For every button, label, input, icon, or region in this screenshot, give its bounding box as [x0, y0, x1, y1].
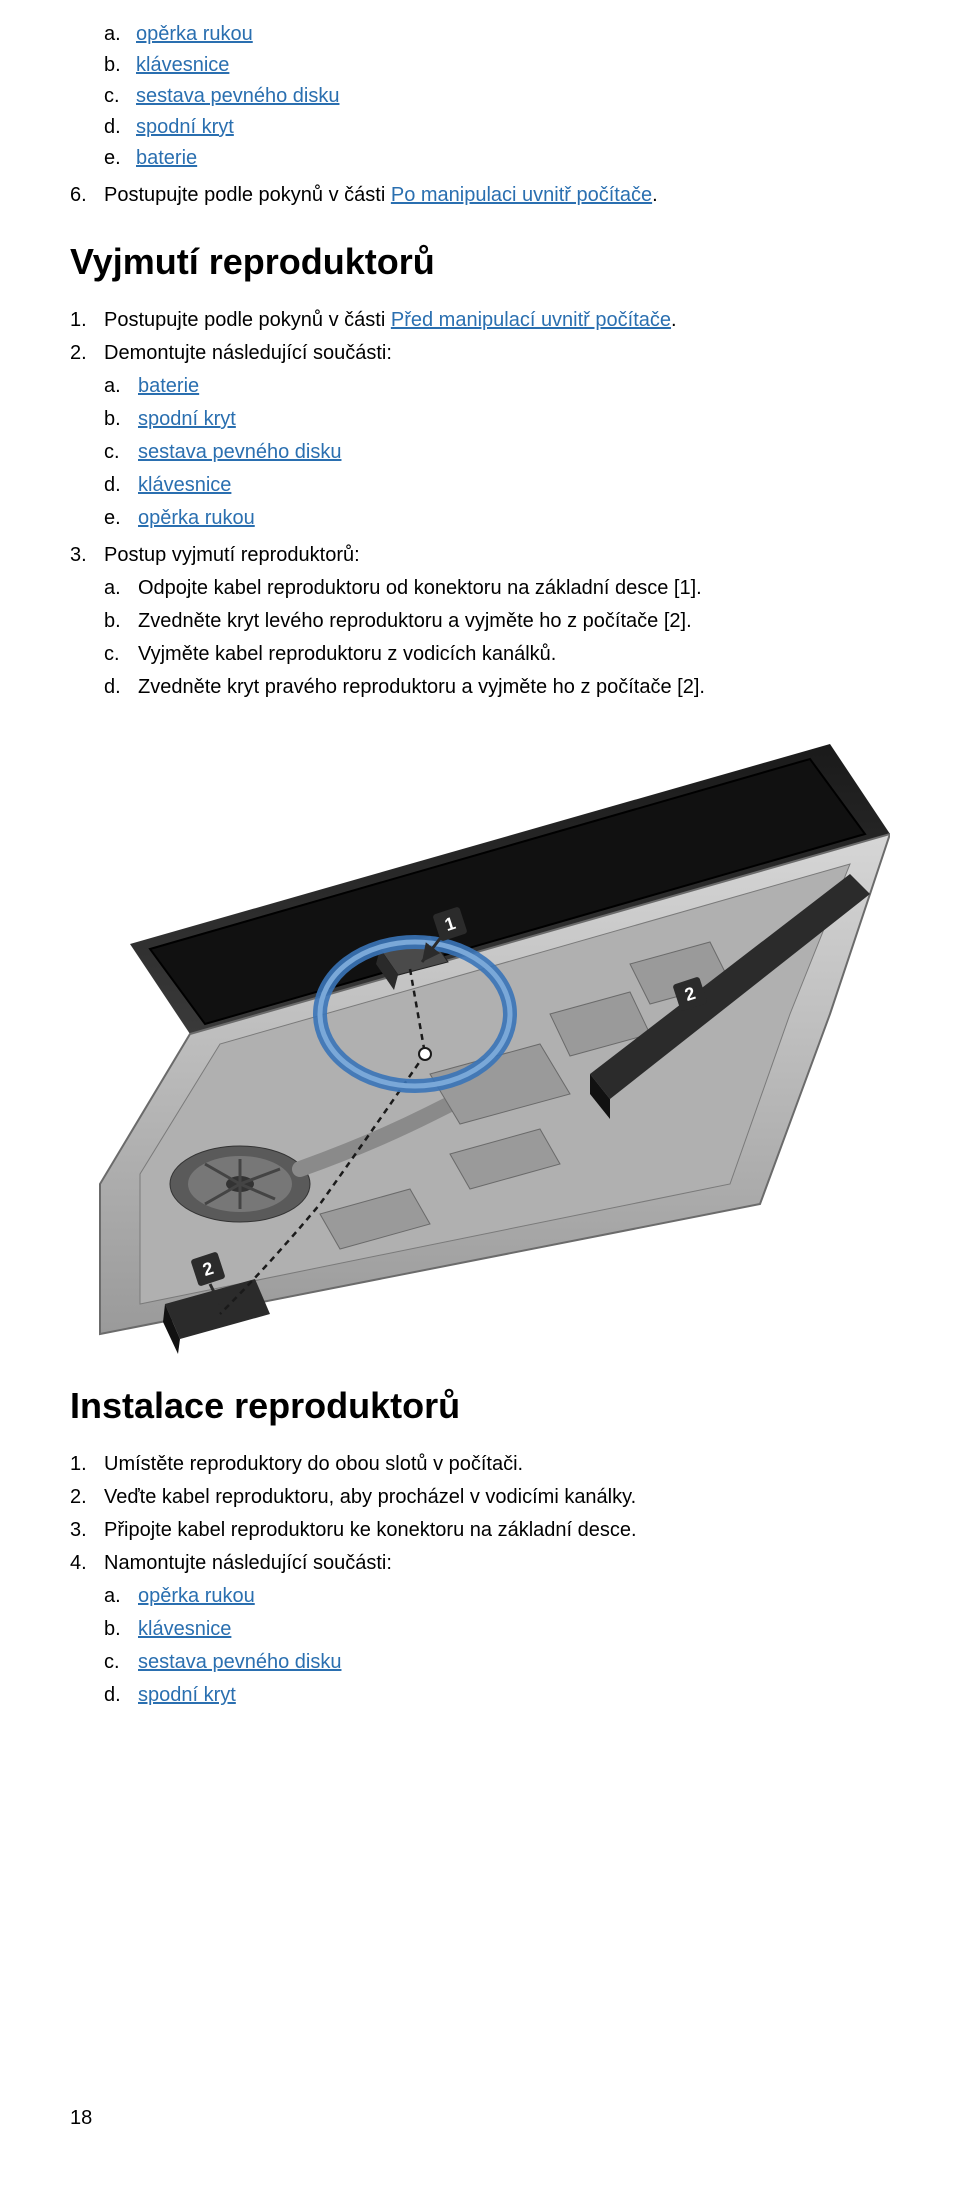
list-item: 3. Postup vyjmutí reproduktorů:	[70, 541, 890, 570]
step-text: Postup vyjmutí reproduktorů:	[104, 541, 360, 570]
substep-text: Odpojte kabel reproduktoru od konektoru …	[138, 574, 702, 603]
heading-vyjmuti-reproduktoru: Vyjmutí reproduktorů	[70, 236, 890, 288]
text-fragment: .	[652, 184, 658, 206]
list-marker: c.	[104, 640, 124, 669]
list-marker: a.	[104, 574, 124, 603]
link-pred-manipulaci[interactable]: Před manipulací uvnitř počítače	[391, 309, 671, 331]
list-marker: e.	[104, 144, 124, 173]
list-item: c. sestava pevného disku	[104, 1648, 890, 1677]
list-item: a. baterie	[104, 372, 890, 401]
connector-point	[419, 1048, 431, 1060]
step-text: Veďte kabel reproduktoru, aby procházel …	[104, 1483, 636, 1512]
step-number: 3.	[70, 541, 90, 570]
link-sestava-disku[interactable]: sestava pevného disku	[138, 1648, 341, 1677]
link-sestava-disku[interactable]: sestava pevného disku	[136, 82, 339, 111]
fan-icon	[170, 1146, 310, 1222]
link-operka-rukou[interactable]: opěrka rukou	[138, 1582, 255, 1611]
list-marker: b.	[104, 405, 124, 434]
step-number: 2.	[70, 1483, 90, 1512]
list-marker: b.	[104, 1615, 124, 1644]
step-text: Připojte kabel reproduktoru ke konektoru…	[104, 1516, 637, 1545]
list-marker: d.	[104, 673, 124, 702]
list-item: 2. Veďte kabel reproduktoru, aby procház…	[70, 1483, 890, 1512]
step2-sublist: a. baterie b. spodní kryt c. sestava pevnéh…	[104, 372, 890, 533]
list-item: c. sestava pevného disku	[104, 438, 890, 467]
step-number: 1.	[70, 1450, 90, 1479]
list-item: c. sestava pevného disku	[104, 82, 890, 111]
text-fragment: Postupujte podle pokynů v části	[104, 184, 391, 206]
list-item: 4. Namontujte následující součásti:	[70, 1549, 890, 1578]
step-6: 6. Postupujte podle pokynů v části Po ma…	[70, 181, 890, 210]
substep-text: Zvedněte kryt pravého reproduktoru a vyj…	[138, 673, 705, 702]
list-item: 3. Připojte kabel reproduktoru ke konekt…	[70, 1516, 890, 1545]
list-item: c. Vyjměte kabel reproduktoru z vodicích …	[104, 640, 890, 669]
list-marker: c.	[104, 82, 124, 111]
list-marker: c.	[104, 438, 124, 467]
list-marker: e.	[104, 504, 124, 533]
text-fragment: Postupujte podle pokynů v části	[104, 309, 391, 331]
link-klavesnice[interactable]: klávesnice	[138, 1615, 231, 1644]
text-fragment: .	[671, 309, 677, 331]
step-text: Postupujte podle pokynů v části Po manip…	[104, 181, 658, 210]
list-item: 2. Demontujte následující součásti:	[70, 339, 890, 368]
step-number: 2.	[70, 339, 90, 368]
link-baterie[interactable]: baterie	[136, 144, 197, 173]
list-marker: d.	[104, 471, 124, 500]
link-operka-rukou[interactable]: opěrka rukou	[136, 20, 253, 49]
list-marker: c.	[104, 1648, 124, 1677]
list-item: 1. Postupujte podle pokynů v části Před …	[70, 306, 890, 335]
list-item: b. klávesnice	[104, 1615, 890, 1644]
list-item: a. Odpojte kabel reproduktoru od konektor…	[104, 574, 890, 603]
link-operka-rukou[interactable]: opěrka rukou	[138, 504, 255, 533]
top-sublist: a. opěrka rukou b. klávesnice c. sestava…	[104, 20, 890, 173]
step-text: Postupujte podle pokynů v části Před man…	[104, 306, 677, 335]
substep-text: Vyjměte kabel reproduktoru z vodicích ka…	[138, 640, 556, 669]
step-text: Namontujte následující součásti:	[104, 1549, 392, 1578]
list-marker: b.	[104, 607, 124, 636]
step3-sublist: a. Odpojte kabel reproduktoru od konektor…	[104, 574, 890, 702]
list-item: d. spodní kryt	[104, 113, 890, 142]
removal-steps: 1. Postupujte podle pokynů v části Před …	[70, 306, 890, 702]
list-item: e. baterie	[104, 144, 890, 173]
link-sestava-disku[interactable]: sestava pevného disku	[138, 438, 341, 467]
list-item: 1. Umístěte reproduktory do obou slotů v…	[70, 1450, 890, 1479]
link-po-manipulaci[interactable]: Po manipulaci uvnitř počítače	[391, 184, 652, 206]
list-item: d. Zvedněte kryt pravého reproduktoru a v…	[104, 673, 890, 702]
step-text: Demontujte následující součásti:	[104, 339, 392, 368]
step-text: Umístěte reproduktory do obou slotů v po…	[104, 1450, 523, 1479]
list-item: b. Zvedněte kryt levého reproduktoru a vy…	[104, 607, 890, 636]
step-number: 4.	[70, 1549, 90, 1578]
list-item: b. klávesnice	[104, 51, 890, 80]
page-number: 18	[70, 2104, 92, 2133]
step-number: 6.	[70, 181, 90, 210]
link-spodni-kryt[interactable]: spodní kryt	[138, 405, 236, 434]
substep-text: Zvedněte kryt levého reproduktoru a vyjm…	[138, 607, 692, 636]
link-baterie[interactable]: baterie	[138, 372, 199, 401]
step-number: 1.	[70, 306, 90, 335]
step4-sublist: a. opěrka rukou b. klávesnice c. sestava pe…	[104, 1582, 890, 1710]
link-klavesnice[interactable]: klávesnice	[138, 471, 231, 500]
list-marker: b.	[104, 51, 124, 80]
link-klavesnice[interactable]: klávesnice	[136, 51, 229, 80]
list-item: d. klávesnice	[104, 471, 890, 500]
list-item: a. opěrka rukou	[104, 20, 890, 49]
list-marker: a.	[104, 372, 124, 401]
install-steps: 1. Umístěte reproduktory do obou slotů v…	[70, 1450, 890, 1710]
list-marker: d.	[104, 113, 124, 142]
list-marker: d.	[104, 1681, 124, 1710]
list-marker: a.	[104, 1582, 124, 1611]
list-item: a. opěrka rukou	[104, 1582, 890, 1611]
link-spodni-kryt[interactable]: spodní kryt	[136, 113, 234, 142]
link-spodni-kryt[interactable]: spodní kryt	[138, 1681, 236, 1710]
list-item: b. spodní kryt	[104, 405, 890, 434]
list-item: e. opěrka rukou	[104, 504, 890, 533]
list-item: d. spodní kryt	[104, 1681, 890, 1710]
step-number: 3.	[70, 1516, 90, 1545]
list-marker: a.	[104, 20, 124, 49]
heading-instalace-reproduktoru: Instalace reproduktorů	[70, 1380, 890, 1432]
speaker-removal-figure: 1 2 2	[70, 714, 890, 1354]
